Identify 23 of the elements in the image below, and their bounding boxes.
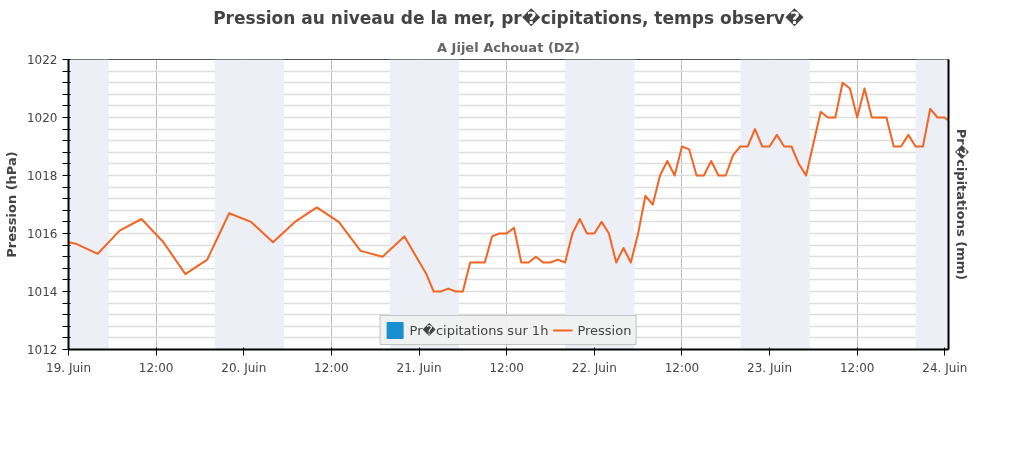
y2-axis-title: Pr�cipitations (mm): [953, 128, 969, 281]
x-tick-label: 21. Juin: [396, 360, 442, 375]
x-tick-label: 12:00: [839, 360, 875, 375]
y-tick-label: 1014: [26, 285, 58, 299]
legend-label: Pression: [577, 322, 632, 338]
x-tick-label: 12:00: [314, 360, 349, 375]
y-tick-label: 1020: [26, 111, 58, 125]
x-tick-label: 24. Juin: [922, 360, 968, 375]
x-tick-label: 12:00: [664, 360, 700, 375]
y-tick-label: 1018: [26, 169, 58, 183]
y-tick-label: 1022: [26, 53, 58, 67]
x-tick-label: 22. Juin: [571, 360, 617, 375]
chart-subtitle: A Jijel Achouat (DZ): [437, 39, 580, 55]
x-tick-label: 12:00: [138, 360, 174, 375]
y-tick-label: 1016: [26, 227, 58, 241]
x-tick-label: 12:00: [489, 360, 524, 375]
y-tick-label: 1012: [26, 343, 58, 357]
y-axis-title: Pression (hPa): [3, 151, 19, 258]
chart-title: Pression au niveau de la mer, pr�cipitations, temps observ�: [213, 7, 804, 28]
x-tick-label: 19. Juin: [46, 360, 91, 375]
x-tick-label: 23. Juin: [747, 360, 793, 375]
x-tick-label: 20. Juin: [221, 360, 267, 375]
legend-label: Pr�cipitations sur 1h: [409, 322, 549, 338]
